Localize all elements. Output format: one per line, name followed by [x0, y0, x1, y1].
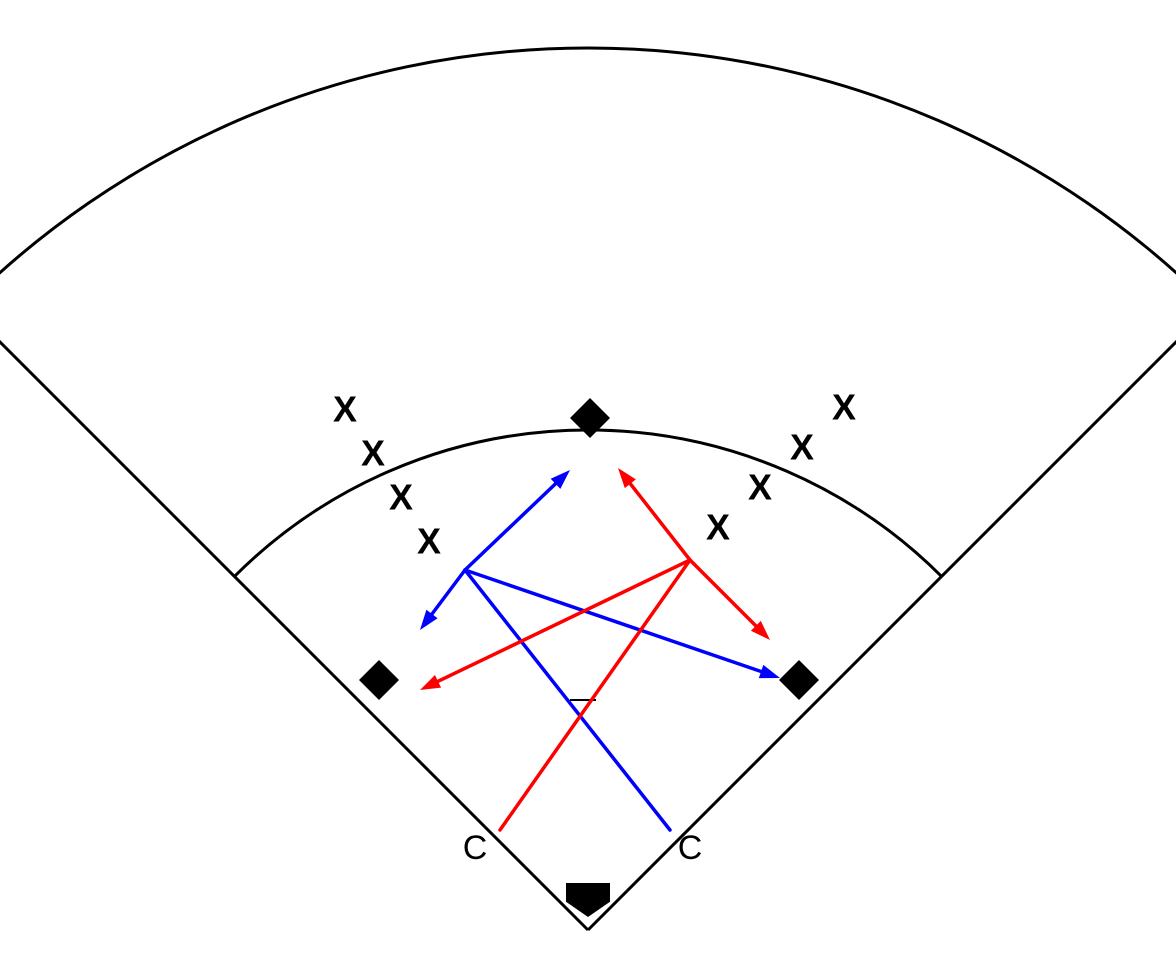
right-foul-line: [588, 306, 1176, 930]
player-left-1: X: [333, 389, 357, 430]
coach-label-right: C: [678, 829, 703, 867]
player-right-3: X: [790, 427, 814, 468]
player-right-2: X: [748, 467, 772, 508]
red-arrow-to-second: [618, 468, 690, 560]
red-path-from-home: [500, 560, 690, 830]
home-plate: [566, 883, 610, 917]
first-base: [779, 660, 819, 700]
red-arrow-to-opposite-base: [420, 560, 690, 690]
third-base: [359, 660, 399, 700]
outfield-fence-arc: [0, 48, 1176, 306]
player-left-3: X: [389, 477, 413, 518]
second-base: [570, 398, 610, 438]
coach-label-left: C: [463, 829, 488, 867]
blue-arrow-to-second: [465, 470, 570, 570]
player-left-2: X: [361, 433, 385, 474]
player-right-1: X: [706, 507, 730, 548]
player-left-4: X: [417, 521, 441, 562]
red-arrow-short: [690, 560, 770, 640]
left-foul-line: [0, 306, 588, 930]
player-right-4: X: [832, 387, 856, 428]
blue-arrow-to-opposite-base: [465, 570, 780, 678]
blue-arrow-short: [420, 570, 465, 630]
infield-arc: [234, 430, 941, 576]
blue-path-from-home: [465, 570, 670, 830]
